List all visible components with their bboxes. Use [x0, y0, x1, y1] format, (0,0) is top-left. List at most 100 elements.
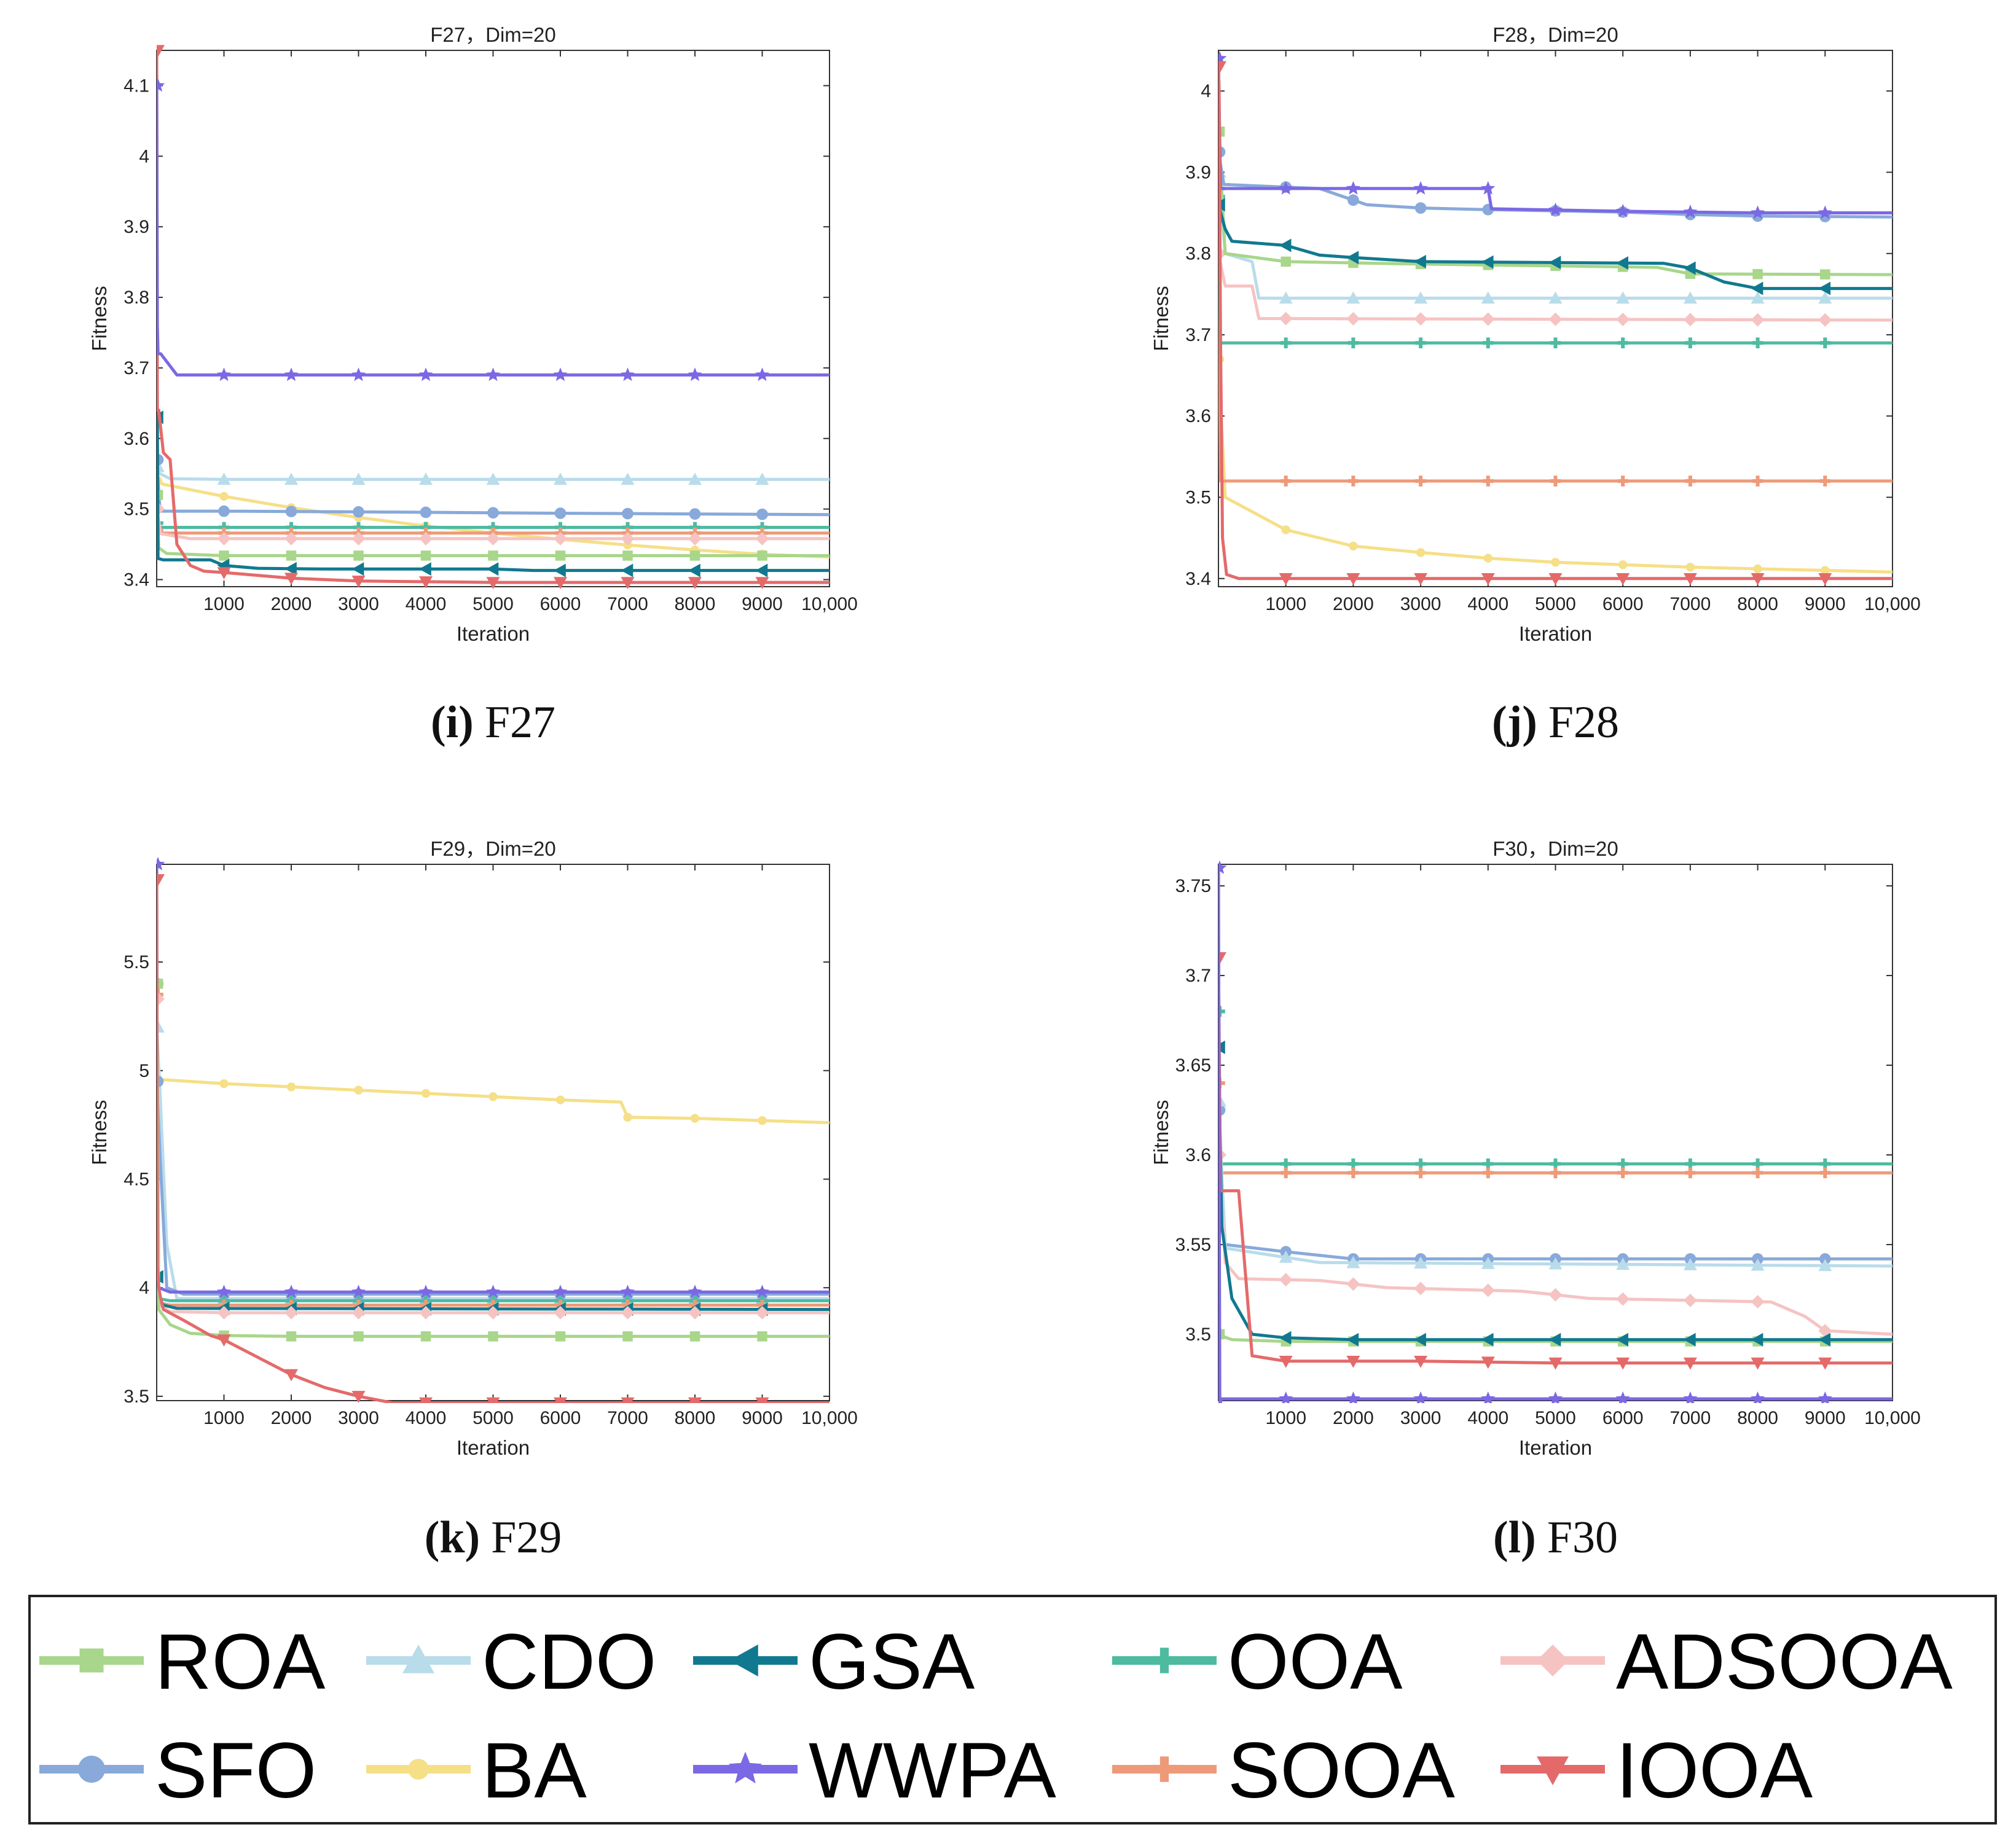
marker-gsa	[1683, 1332, 1696, 1347]
marker-gsa	[1616, 256, 1628, 270]
marker-adsooa	[1818, 313, 1832, 327]
marker-wwpa	[755, 1285, 769, 1299]
marker-iooa	[1218, 61, 1226, 74]
marker-roa	[1281, 256, 1291, 267]
y-tick-label: 3.75	[1175, 876, 1211, 896]
marker-gsa	[1683, 261, 1696, 275]
marker-cdo	[621, 472, 635, 485]
y-tick-label: 4.5	[124, 1169, 149, 1189]
panel-f27: F27，Dim=20 1000 2000 3000 4000 5000 6000 7000 80…	[88, 23, 858, 748]
series-iooa	[1218, 61, 1892, 585]
marker-iooa	[486, 577, 500, 589]
marker-adsooa	[419, 1305, 433, 1320]
marker-roa	[353, 550, 364, 561]
marker-iooa	[157, 874, 165, 886]
x-tick-label: 10,000	[801, 594, 858, 614]
marker-wwpa	[1279, 1391, 1293, 1403]
x-tick-label: 6000	[540, 594, 581, 614]
marker-cdo	[1616, 291, 1630, 304]
marker-gsa	[419, 562, 431, 576]
marker-gsa	[755, 563, 768, 577]
marker-sooa	[1685, 475, 1696, 487]
y-tick-label: 3.7	[124, 358, 149, 378]
marker-gsa	[351, 562, 364, 576]
marker-cdo	[486, 472, 500, 485]
caption-name: F27	[485, 697, 555, 748]
marker-adsooa	[1548, 312, 1563, 326]
legend-label: SOOA	[1228, 1727, 1456, 1815]
marker-gsa	[1818, 281, 1831, 295]
y-tick-label: 5	[139, 1061, 149, 1081]
marker-gsa	[1616, 1332, 1628, 1347]
marker-wwpa	[1818, 205, 1832, 219]
legend-marker-ba	[408, 1759, 429, 1780]
series-wwpa	[1218, 51, 1892, 219]
marker-ba	[1551, 558, 1560, 567]
marker-cdo	[1818, 291, 1832, 304]
legend-marker-ooa	[1151, 1648, 1177, 1673]
marker-iooa	[1414, 573, 1428, 585]
marker-adsooa	[1414, 1281, 1428, 1296]
marker-iooa	[1279, 1355, 1293, 1368]
y-axis-label: Fitness	[1150, 1100, 1172, 1165]
marker-adsooa	[1683, 313, 1697, 327]
x-tick-label: 7000	[1670, 1408, 1711, 1428]
marker-roa	[219, 550, 229, 561]
marker-adsooa	[755, 531, 769, 546]
marker-wwpa	[1751, 1391, 1765, 1403]
series-line-gsa	[1218, 204, 1892, 291]
y-tick-label: 4	[139, 146, 149, 166]
marker-roa	[689, 550, 700, 561]
x-tick-label: 2000	[271, 1408, 312, 1428]
legend-label: ROA	[155, 1618, 326, 1706]
chart-title: F27，Dim=20	[430, 23, 556, 46]
marker-wwpa	[1481, 181, 1496, 195]
marker-iooa	[621, 1397, 635, 1403]
marker-iooa	[688, 577, 702, 589]
marker-iooa	[1818, 1357, 1832, 1370]
marker-roa	[420, 1331, 431, 1342]
caption-name: F30	[1547, 1512, 1618, 1563]
y-tick-label: 3.6	[1185, 406, 1211, 426]
marker-sooa	[1752, 1167, 1763, 1178]
y-tick-label: 5.5	[124, 952, 149, 972]
x-tick-label: 8000	[1737, 594, 1778, 614]
y-tick-label: 4.1	[124, 76, 149, 96]
marker-wwpa	[486, 1285, 500, 1299]
series-line-adsooa	[1218, 1154, 1893, 1336]
marker-iooa	[1414, 1355, 1428, 1368]
marker-cdo	[1481, 1256, 1495, 1269]
marker-iooa	[1346, 573, 1360, 585]
legend-marker-adsooa	[1537, 1645, 1569, 1676]
panel-f29: F29，Dim=20 1000 2000 3000 4000 5000 6000 7000 80…	[88, 837, 858, 1563]
marker-iooa	[486, 1397, 500, 1403]
marker-roa	[622, 550, 633, 561]
series-line-cdo	[157, 1027, 830, 1300]
marker-sooa	[1347, 475, 1359, 487]
marker-adsooa	[621, 1305, 635, 1320]
x-tick-label: 1000	[1265, 594, 1306, 614]
marker-ba	[421, 1089, 431, 1098]
series-adsooa	[1218, 246, 1893, 327]
x-tick-label: 8000	[675, 1408, 716, 1428]
x-tick-label: 4000	[406, 594, 447, 614]
marker-sfo	[554, 507, 567, 519]
marker-gsa	[554, 563, 566, 577]
marker-adsooa	[217, 531, 231, 546]
marker-wwpa	[1218, 51, 1227, 65]
marker-ba	[690, 1114, 700, 1123]
legend-item-ba: BA	[366, 1727, 587, 1815]
x-tick-label: 3000	[1400, 594, 1441, 614]
legend-label: SFO	[155, 1727, 316, 1815]
legend-label: GSA	[809, 1618, 975, 1706]
legend-label: WWPA	[809, 1727, 1057, 1815]
marker-ba	[1618, 560, 1628, 569]
marker-roa	[488, 550, 498, 561]
marker-cdo	[419, 472, 433, 485]
marker-wwpa	[1751, 205, 1765, 219]
x-tick-label: 2000	[271, 594, 312, 614]
marker-iooa	[419, 576, 433, 589]
x-tick-label: 2000	[1333, 1408, 1374, 1428]
marker-ba	[1685, 563, 1695, 572]
